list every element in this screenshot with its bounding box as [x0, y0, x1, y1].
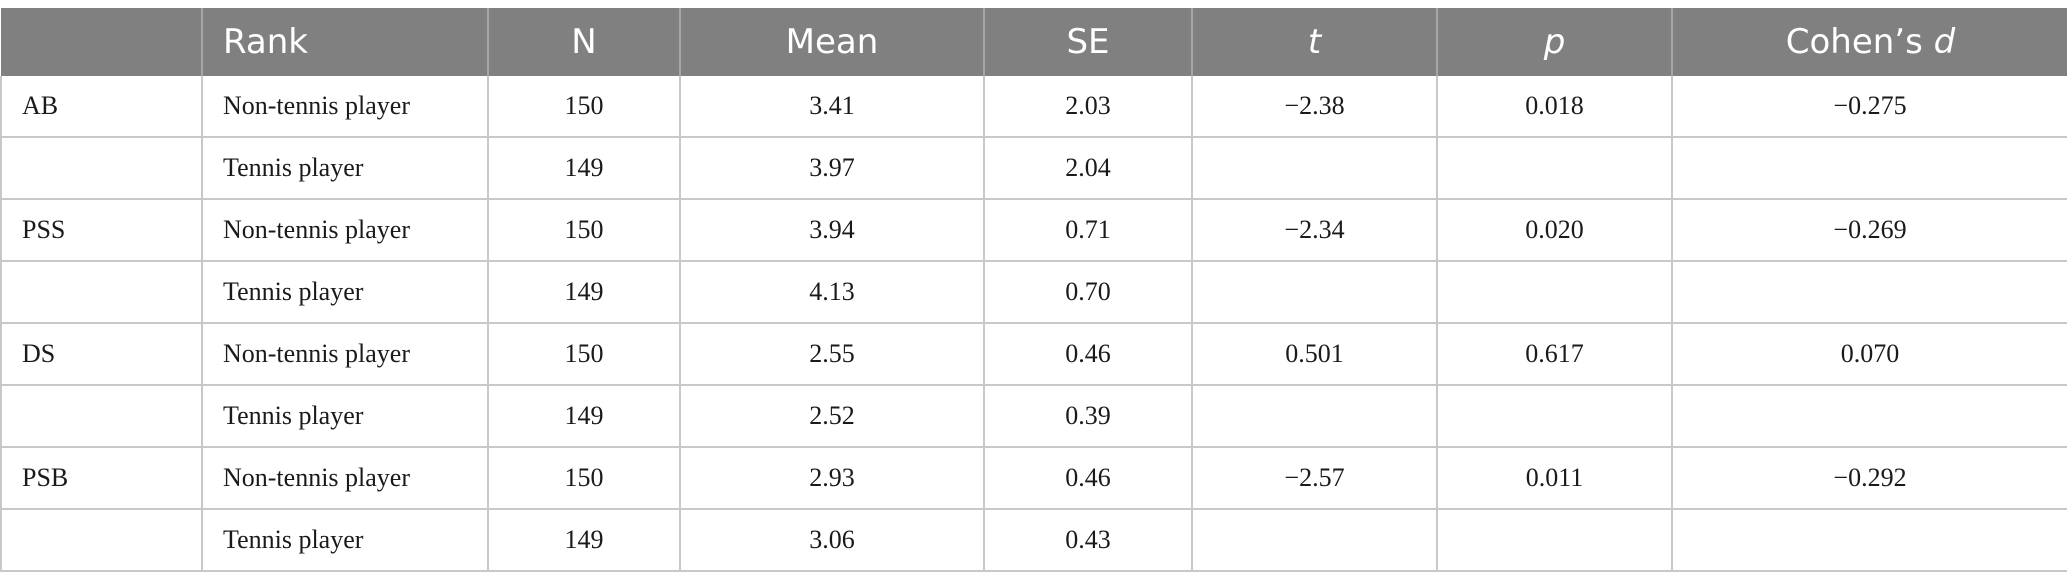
cell-mean: 4.13 — [680, 261, 985, 324]
table-row: Tennis player 149 3.97 2.04 — [0, 137, 2067, 200]
cell-mean: 2.52 — [680, 385, 985, 448]
cell-measure — [0, 509, 203, 572]
cell-measure — [0, 261, 203, 324]
table-body: AB Non-tennis player 150 3.41 2.03 −2.38 0.018… — [0, 76, 2067, 572]
table-row: AB Non-tennis player 150 3.41 2.03 −2.38 0.018… — [0, 76, 2067, 138]
cell-rank: Non-tennis player — [202, 199, 489, 262]
cell-cohens-d: −0.275 — [1672, 76, 2067, 138]
cell-cohens-d — [1672, 509, 2067, 572]
cell-measure: DS — [0, 323, 203, 386]
cell-mean: 3.97 — [680, 137, 985, 200]
header-empty — [1, 8, 203, 76]
cell-p: 0.011 — [1437, 447, 1673, 510]
header-cohens-prefix: Cohen’s — [1785, 22, 1934, 62]
cell-t — [1192, 385, 1438, 448]
cell-se: 0.43 — [984, 509, 1193, 572]
cell-t: −2.57 — [1192, 447, 1438, 510]
cell-rank: Tennis player — [202, 261, 489, 324]
cell-p — [1437, 509, 1673, 572]
cell-t — [1192, 509, 1438, 572]
header-se: SE — [984, 8, 1193, 76]
cell-t: 0.501 — [1192, 323, 1438, 386]
cell-t — [1192, 261, 1438, 324]
cell-se: 0.70 — [984, 261, 1193, 324]
cell-n: 149 — [488, 137, 681, 200]
cell-mean: 3.06 — [680, 509, 985, 572]
cell-se: 0.71 — [984, 199, 1193, 262]
cell-se: 0.46 — [984, 447, 1193, 510]
cell-rank: Tennis player — [202, 137, 489, 200]
table-row: Tennis player 149 2.52 0.39 — [0, 385, 2067, 448]
cell-cohens-d: −0.292 — [1672, 447, 2067, 510]
header-p: p — [1437, 8, 1673, 76]
cell-rank: Tennis player — [202, 385, 489, 448]
cell-se: 2.03 — [984, 76, 1193, 138]
results-table: Rank N Mean SE t p Cohen’s d AB Non-tenni… — [0, 8, 2067, 572]
cell-mean: 3.94 — [680, 199, 985, 262]
cell-measure — [0, 137, 203, 200]
header-cohens-d: Cohen’s d — [1672, 8, 2067, 76]
cell-rank: Tennis player — [202, 509, 489, 572]
cell-cohens-d: −0.269 — [1672, 199, 2067, 262]
cell-cohens-d — [1672, 137, 2067, 200]
cell-n: 149 — [488, 261, 681, 324]
cell-t: −2.38 — [1192, 76, 1438, 138]
cell-n: 150 — [488, 76, 681, 138]
cell-p — [1437, 261, 1673, 324]
cell-mean: 2.93 — [680, 447, 985, 510]
cell-rank: Non-tennis player — [202, 323, 489, 386]
cell-t: −2.34 — [1192, 199, 1438, 262]
table-header: Rank N Mean SE t p Cohen’s d — [1, 8, 2067, 76]
table-row: DS Non-tennis player 150 2.55 0.46 0.501 0.617… — [0, 323, 2067, 386]
cell-p: 0.018 — [1437, 76, 1673, 138]
header-p-label: p — [1543, 22, 1566, 62]
table-row: PSB Non-tennis player 150 2.93 0.46 −2.57 0.01… — [0, 447, 2067, 510]
cell-n: 150 — [488, 447, 681, 510]
cell-n: 150 — [488, 199, 681, 262]
cell-n: 150 — [488, 323, 681, 386]
cell-measure — [0, 385, 203, 448]
cell-p — [1437, 385, 1673, 448]
cell-rank: Non-tennis player — [202, 76, 489, 138]
header-cohens-d-symbol: d — [1933, 22, 1956, 62]
cell-mean: 2.55 — [680, 323, 985, 386]
cell-cohens-d: 0.070 — [1672, 323, 2067, 386]
header-n: N — [488, 8, 681, 76]
header-rank: Rank — [202, 8, 489, 76]
cell-mean: 3.41 — [680, 76, 985, 138]
cell-n: 149 — [488, 509, 681, 572]
cell-measure: AB — [0, 76, 203, 138]
table-row: PSS Non-tennis player 150 3.94 0.71 −2.34 0.02… — [0, 199, 2067, 262]
table-row: Tennis player 149 4.13 0.70 — [0, 261, 2067, 324]
cell-measure: PSB — [0, 447, 203, 510]
cell-cohens-d — [1672, 261, 2067, 324]
cell-se: 2.04 — [984, 137, 1193, 200]
header-mean: Mean — [680, 8, 985, 76]
table-row: Tennis player 149 3.06 0.43 — [0, 509, 2067, 572]
results-table-container: Rank N Mean SE t p Cohen’s d AB Non-tenni… — [0, 8, 2067, 572]
cell-p: 0.020 — [1437, 199, 1673, 262]
cell-measure: PSS — [0, 199, 203, 262]
cell-se: 0.39 — [984, 385, 1193, 448]
cell-n: 149 — [488, 385, 681, 448]
cell-t — [1192, 137, 1438, 200]
cell-p — [1437, 137, 1673, 200]
header-row: Rank N Mean SE t p Cohen’s d — [1, 8, 2067, 76]
cell-cohens-d — [1672, 385, 2067, 448]
cell-se: 0.46 — [984, 323, 1193, 386]
cell-rank: Non-tennis player — [202, 447, 489, 510]
header-t: t — [1192, 8, 1438, 76]
header-t-label: t — [1307, 22, 1322, 62]
cell-p: 0.617 — [1437, 323, 1673, 386]
